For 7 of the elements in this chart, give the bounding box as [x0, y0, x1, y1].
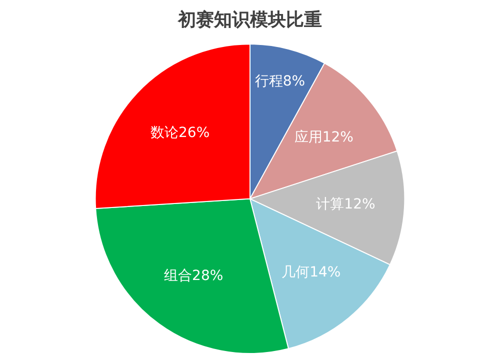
slice-label: 几何14%	[282, 264, 341, 280]
slice-label: 计算12%	[316, 196, 376, 212]
chart-title: 初赛知识模块比重	[177, 9, 322, 30]
slice-label: 组合28%	[164, 268, 224, 284]
slice-label: 行程8%	[254, 74, 306, 90]
slice-label: 应用12%	[294, 129, 354, 146]
slice-label: 数论26%	[150, 124, 210, 141]
